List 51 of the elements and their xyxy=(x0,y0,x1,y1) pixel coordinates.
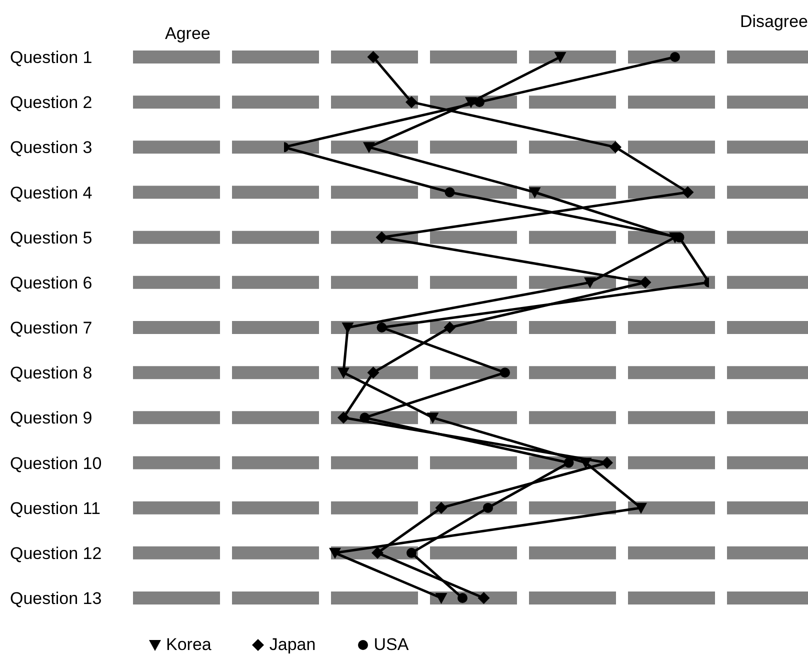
point xyxy=(635,502,647,514)
point xyxy=(580,458,592,469)
y-tick-label: Question 9 xyxy=(10,408,92,428)
y-tick-label: Question 5 xyxy=(10,228,92,248)
point xyxy=(338,412,350,424)
point xyxy=(682,186,694,198)
point xyxy=(372,546,384,559)
point xyxy=(554,52,566,63)
point xyxy=(406,96,418,108)
y-tick-label: Question 7 xyxy=(10,318,92,338)
point xyxy=(426,412,439,424)
point xyxy=(610,141,622,154)
y-tick-label: Question 10 xyxy=(10,454,102,473)
point xyxy=(478,592,490,604)
point xyxy=(329,548,341,559)
point xyxy=(670,52,680,62)
y-tick-label: Question 8 xyxy=(10,364,92,383)
point xyxy=(564,458,574,468)
point xyxy=(406,548,416,558)
y-tick-label: Question 2 xyxy=(10,93,92,112)
legend-label: Japan xyxy=(269,635,316,655)
y-tick-label: Question 12 xyxy=(10,544,102,563)
y-tick-label: Question 11 xyxy=(10,498,100,518)
y-tick-label: Question 13 xyxy=(10,589,102,608)
y-tick-label: Question 4 xyxy=(10,183,92,202)
point xyxy=(367,366,380,379)
point xyxy=(483,502,493,513)
point xyxy=(435,502,448,514)
point xyxy=(474,97,484,108)
text: Agree xyxy=(165,24,210,44)
point xyxy=(376,322,387,332)
y-tick-label: Question 6 xyxy=(10,273,92,292)
point xyxy=(444,322,456,334)
point xyxy=(444,187,455,198)
point xyxy=(528,187,541,198)
y-tick-label: Question 3 xyxy=(10,138,92,158)
y-tick-label: Question 1 xyxy=(10,48,92,67)
text: Disagree xyxy=(740,12,808,32)
point xyxy=(342,322,354,334)
point xyxy=(584,277,596,288)
point xyxy=(500,368,510,378)
legend-label: Korea xyxy=(166,635,212,655)
point xyxy=(435,593,448,604)
legend-label: USA xyxy=(374,635,409,655)
point xyxy=(601,456,613,469)
point xyxy=(360,412,370,423)
point xyxy=(367,51,380,63)
point xyxy=(338,368,350,379)
point xyxy=(465,97,477,108)
point xyxy=(458,593,468,603)
point xyxy=(363,142,375,154)
